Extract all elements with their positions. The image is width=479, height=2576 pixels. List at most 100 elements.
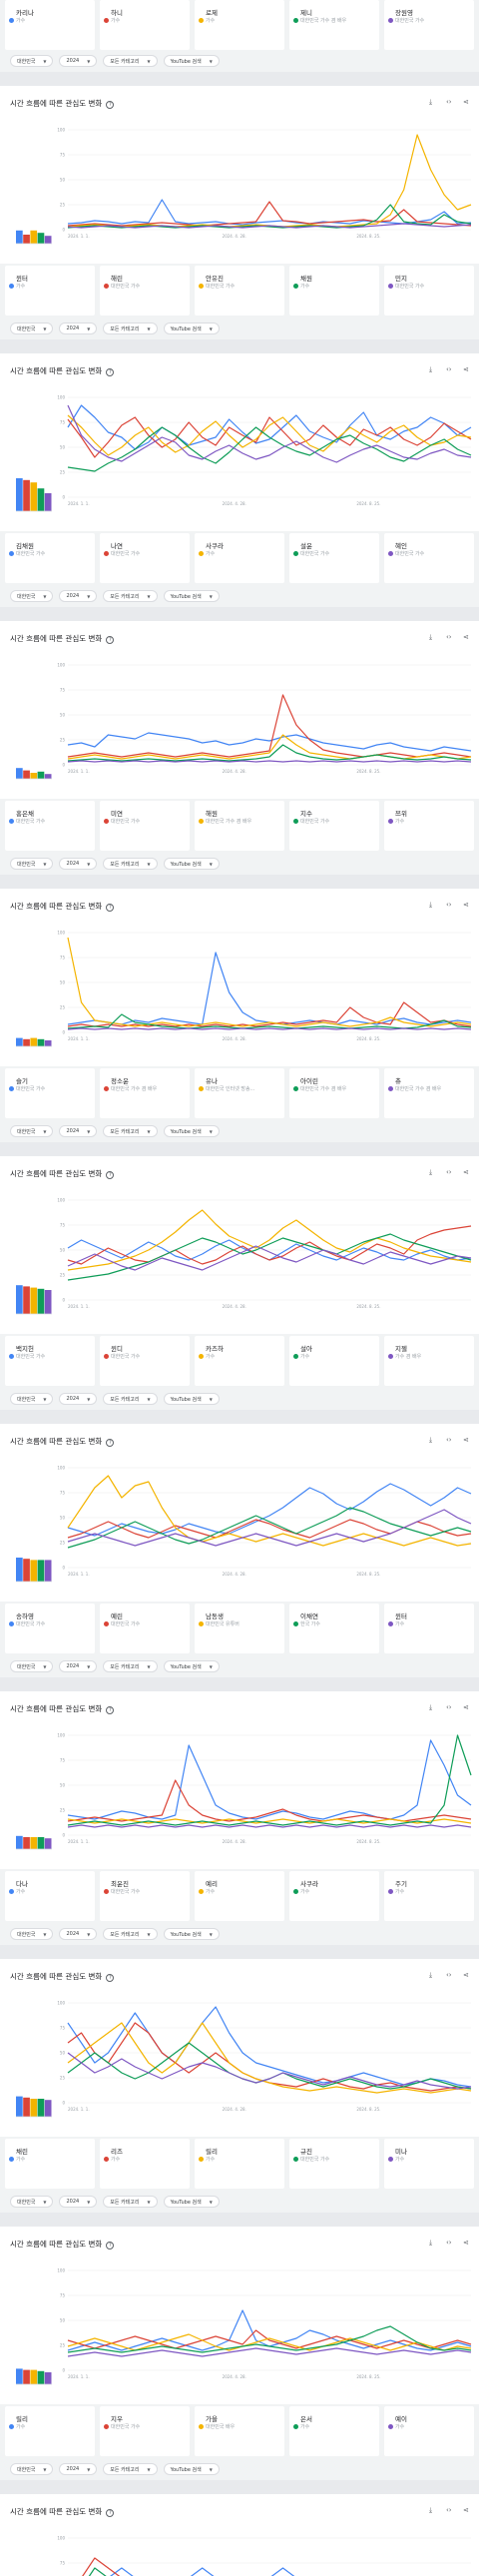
term-card[interactable]: 예린 대한민국 가수 bbox=[100, 1604, 190, 1653]
download-icon[interactable]: ⤓ bbox=[429, 2506, 433, 2514]
category-filter[interactable]: 모든 카테고리 ▼ bbox=[103, 1393, 158, 1405]
year-filter[interactable]: 2024 ▼ bbox=[59, 1660, 98, 1672]
term-card[interactable]: 지우 대한민국 가수 bbox=[100, 2406, 190, 2456]
download-icon[interactable]: ⤓ bbox=[429, 1971, 433, 1979]
download-icon[interactable]: ⤓ bbox=[429, 901, 433, 909]
term-card[interactable]: 릴리 가수 bbox=[195, 2139, 284, 2189]
term-card[interactable]: 혜인 대한민국 가수 bbox=[384, 533, 474, 583]
term-card[interactable]: 설아 가수 bbox=[289, 1336, 379, 1386]
region-filter[interactable]: 대한민국 ▼ bbox=[10, 1660, 54, 1672]
region-filter[interactable]: 대한민국 ▼ bbox=[10, 1928, 54, 1940]
term-card[interactable]: 유나 대한민국 인터넷 방송... bbox=[195, 1068, 284, 1118]
help-icon[interactable]: ? bbox=[106, 1439, 115, 1447]
share-icon[interactable]: ⋖ bbox=[463, 1703, 469, 1711]
help-icon[interactable]: ? bbox=[106, 368, 115, 376]
source-filter[interactable]: YouTube 검색 ▼ bbox=[163, 590, 220, 602]
help-icon[interactable]: ? bbox=[106, 636, 115, 644]
source-filter[interactable]: YouTube 검색 ▼ bbox=[163, 2463, 220, 2475]
embed-icon[interactable]: ‹› bbox=[446, 901, 452, 909]
embed-icon[interactable]: ‹› bbox=[446, 98, 452, 106]
category-filter[interactable]: 모든 카테고리 ▼ bbox=[103, 55, 158, 67]
category-filter[interactable]: 모든 카테고리 ▼ bbox=[103, 1660, 158, 1672]
help-icon[interactable]: ? bbox=[106, 1706, 115, 1714]
embed-icon[interactable]: ‹› bbox=[446, 1436, 452, 1444]
term-card[interactable]: 쯔위 가수 bbox=[384, 801, 474, 851]
term-card[interactable]: 채원 가수 bbox=[289, 266, 379, 316]
category-filter[interactable]: 모든 카테고리 ▼ bbox=[103, 1125, 158, 1137]
share-icon[interactable]: ⋖ bbox=[463, 1436, 469, 1444]
help-icon[interactable]: ? bbox=[106, 101, 115, 109]
source-filter[interactable]: YouTube 검색 ▼ bbox=[163, 1660, 220, 1672]
year-filter[interactable]: 2024 ▼ bbox=[59, 55, 98, 67]
region-filter[interactable]: 대한민국 ▼ bbox=[10, 590, 54, 602]
term-card[interactable]: 나연 대한민국 가수 bbox=[100, 533, 190, 583]
term-card[interactable]: 주기 가수 bbox=[384, 1871, 474, 1921]
help-icon[interactable]: ? bbox=[106, 2509, 115, 2517]
embed-icon[interactable]: ‹› bbox=[446, 2506, 452, 2514]
term-card[interactable]: 윈디 대한민국 가수 bbox=[100, 1336, 190, 1386]
term-card[interactable]: 미나 가수 bbox=[384, 2139, 474, 2189]
share-icon[interactable]: ⋖ bbox=[463, 365, 469, 373]
term-card[interactable]: 카리나 가수 bbox=[5, 0, 95, 50]
embed-icon[interactable]: ‹› bbox=[446, 1971, 452, 1979]
term-card[interactable]: 릴리 가수 bbox=[5, 2406, 95, 2456]
term-card[interactable]: 홍은채 대한민국 가수 bbox=[5, 801, 95, 851]
source-filter[interactable]: YouTube 검색 ▼ bbox=[163, 322, 220, 334]
term-card[interactable]: 윈터 가수 bbox=[5, 266, 95, 316]
year-filter[interactable]: 2024 ▼ bbox=[59, 590, 98, 602]
term-card[interactable]: 윈터 가수 bbox=[384, 1604, 474, 1653]
term-card[interactable]: 하니 가수 bbox=[100, 0, 190, 50]
share-icon[interactable]: ⋖ bbox=[463, 901, 469, 909]
share-icon[interactable]: ⋖ bbox=[463, 98, 469, 106]
help-icon[interactable]: ? bbox=[106, 1974, 115, 1982]
region-filter[interactable]: 대한민국 ▼ bbox=[10, 858, 54, 870]
term-card[interactable]: 아이린 대한민국 가수 겸 배우 bbox=[289, 1068, 379, 1118]
term-card[interactable]: 사쿠라 가수 bbox=[289, 1871, 379, 1921]
source-filter[interactable]: YouTube 검색 ▼ bbox=[163, 1928, 220, 1940]
source-filter[interactable]: YouTube 검색 ▼ bbox=[163, 2196, 220, 2208]
share-icon[interactable]: ⋖ bbox=[463, 2239, 469, 2247]
term-card[interactable]: 송하영 대한민국 가수 bbox=[5, 1604, 95, 1653]
year-filter[interactable]: 2024 ▼ bbox=[59, 322, 98, 334]
term-card[interactable]: 은서 가수 bbox=[289, 2406, 379, 2456]
embed-icon[interactable]: ‹› bbox=[446, 2239, 452, 2247]
term-card[interactable]: 민지 대한민국 가수 bbox=[384, 266, 474, 316]
source-filter[interactable]: YouTube 검색 ▼ bbox=[163, 1125, 220, 1137]
term-card[interactable]: 백지헌 대한민국 가수 bbox=[5, 1336, 95, 1386]
category-filter[interactable]: 모든 카테고리 ▼ bbox=[103, 2196, 158, 2208]
share-icon[interactable]: ⋖ bbox=[463, 1971, 469, 1979]
download-icon[interactable]: ⤓ bbox=[429, 1436, 433, 1444]
term-card[interactable]: 로제 가수 bbox=[195, 0, 284, 50]
category-filter[interactable]: 모든 카테고리 ▼ bbox=[103, 322, 158, 334]
source-filter[interactable]: YouTube 검색 ▼ bbox=[163, 1393, 220, 1405]
term-card[interactable]: 설윤 대한민국 가수 bbox=[289, 533, 379, 583]
download-icon[interactable]: ⤓ bbox=[429, 98, 433, 106]
term-card[interactable]: 안유진 대한민국 가수 bbox=[195, 266, 284, 316]
term-card[interactable]: 가을 대한민국 배우 bbox=[195, 2406, 284, 2456]
category-filter[interactable]: 모든 카테고리 ▼ bbox=[103, 2463, 158, 2475]
source-filter[interactable]: YouTube 검색 ▼ bbox=[163, 858, 220, 870]
share-icon[interactable]: ⋖ bbox=[463, 633, 469, 641]
term-card[interactable]: 장원영 대한민국 가수 bbox=[384, 0, 474, 50]
year-filter[interactable]: 2024 ▼ bbox=[59, 1928, 98, 1940]
download-icon[interactable]: ⤓ bbox=[429, 365, 433, 373]
help-icon[interactable]: ? bbox=[106, 1171, 115, 1179]
term-card[interactable]: 리즈 가수 bbox=[100, 2139, 190, 2189]
download-icon[interactable]: ⤓ bbox=[429, 633, 433, 641]
term-card[interactable]: 사쿠라 가수 bbox=[195, 533, 284, 583]
term-card[interactable]: 예이 가수 bbox=[384, 2406, 474, 2456]
term-card[interactable]: 남동생 대한민국 유튜버 bbox=[195, 1604, 284, 1653]
download-icon[interactable]: ⤓ bbox=[429, 2239, 433, 2247]
download-icon[interactable]: ⤓ bbox=[429, 1168, 433, 1176]
year-filter[interactable]: 2024 ▼ bbox=[59, 1125, 98, 1137]
region-filter[interactable]: 대한민국 ▼ bbox=[10, 1393, 54, 1405]
category-filter[interactable]: 모든 카테고리 ▼ bbox=[103, 858, 158, 870]
term-card[interactable]: 지젤 가수 겸 배우 bbox=[384, 1336, 474, 1386]
term-card[interactable]: 예리 가수 bbox=[195, 1871, 284, 1921]
help-icon[interactable]: ? bbox=[106, 2242, 115, 2250]
category-filter[interactable]: 모든 카테고리 ▼ bbox=[103, 1928, 158, 1940]
embed-icon[interactable]: ‹› bbox=[446, 633, 452, 641]
term-card[interactable]: 미연 대한민국 가수 bbox=[100, 801, 190, 851]
term-card[interactable]: 정소윤 대한민국 가수 겸 배우 bbox=[100, 1068, 190, 1118]
term-card[interactable]: 김채원 대한민국 가수 bbox=[5, 533, 95, 583]
